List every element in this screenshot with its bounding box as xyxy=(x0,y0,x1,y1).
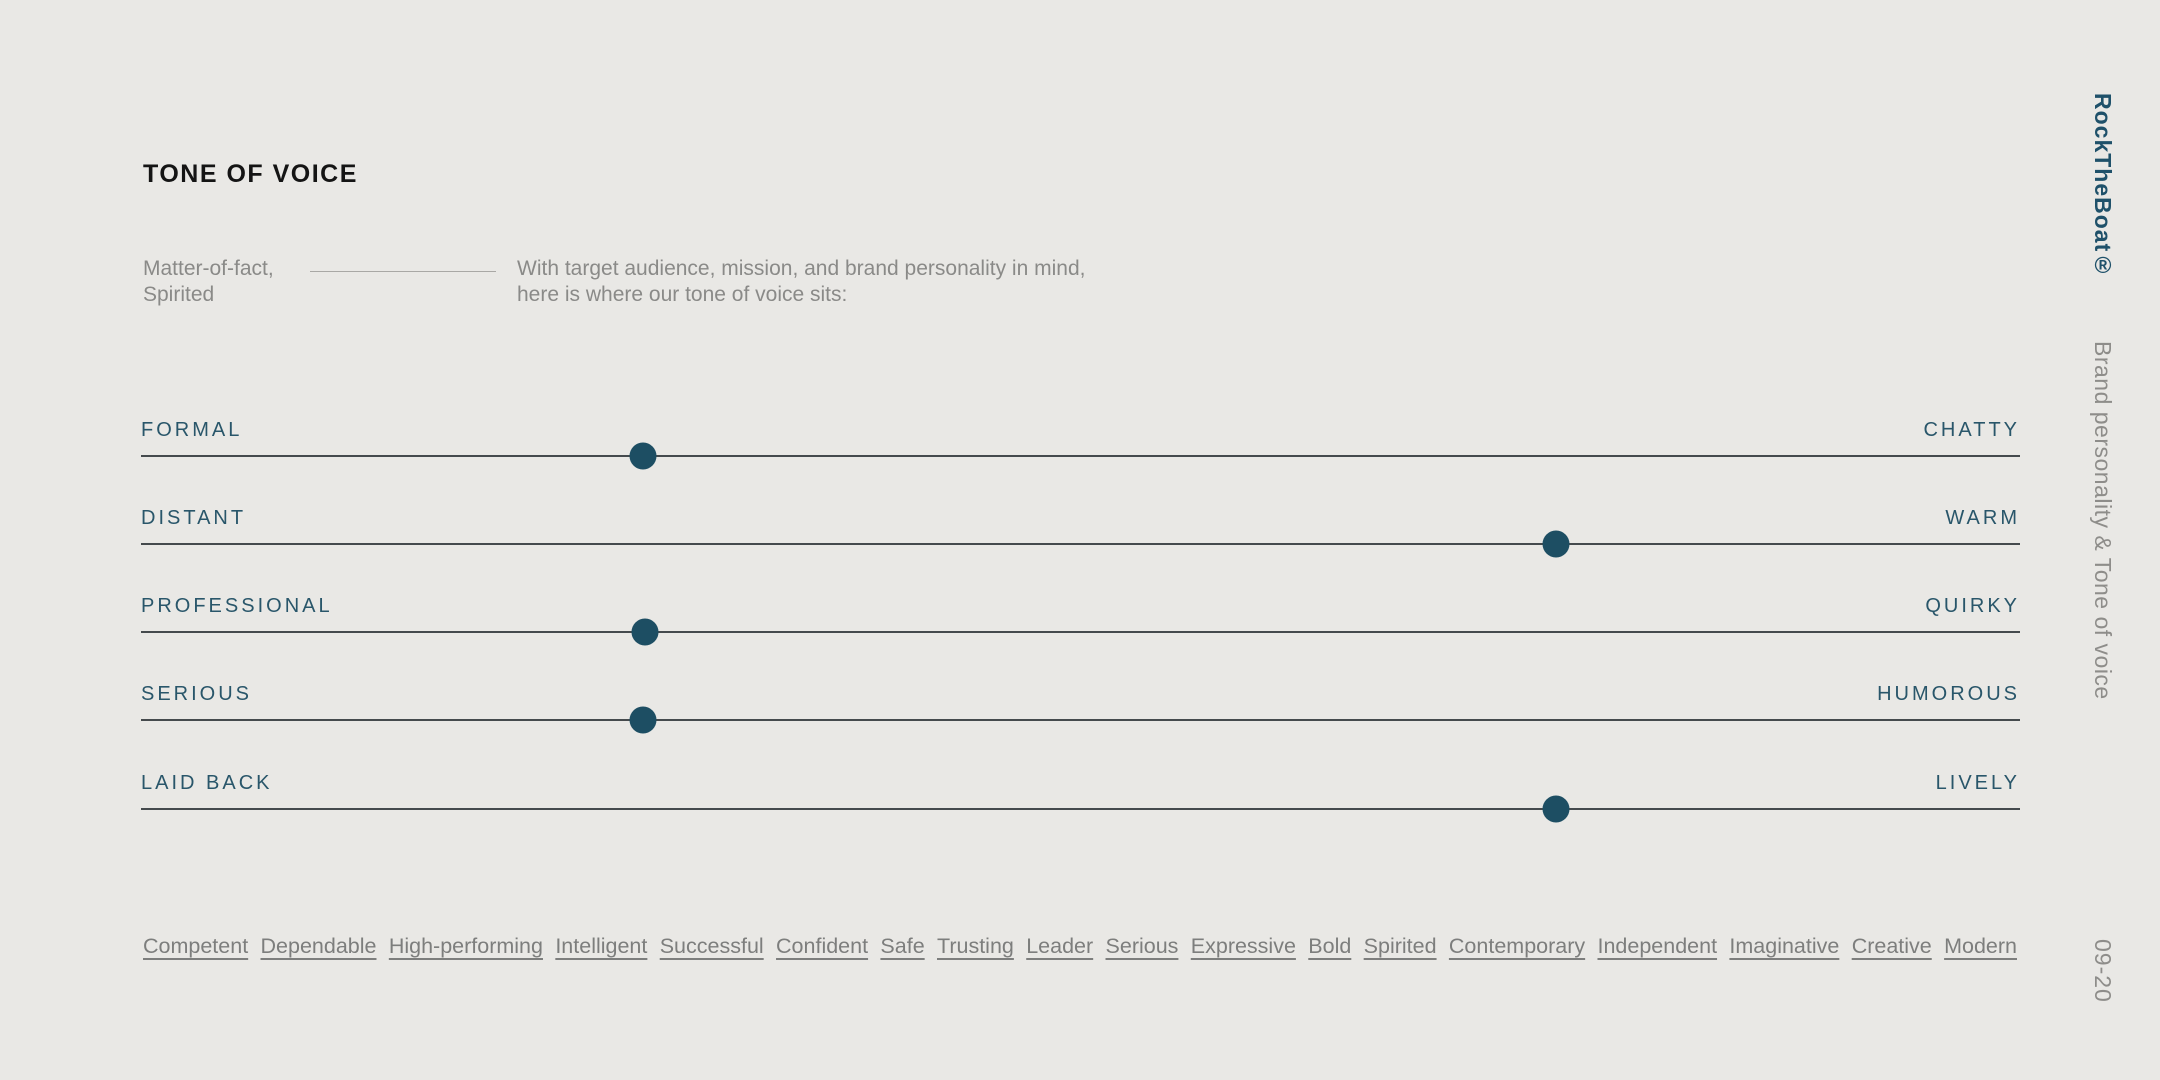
intro-label-line2: Spirited xyxy=(143,283,215,306)
page-title: TONE OF VOICE xyxy=(143,160,358,188)
slider-track xyxy=(141,618,2020,646)
tone-slider-laidback-lively: LAID BACK LIVELY xyxy=(141,771,2020,823)
trait-word: Expressive xyxy=(1190,934,1296,958)
trait-word: Imaginative xyxy=(1729,934,1840,958)
sidebar-section-title: Brand personality & Tone of voice xyxy=(2090,341,2116,700)
slider-dot xyxy=(631,618,659,646)
tone-slider-distant-warm: DISTANT WARM xyxy=(141,506,2020,558)
slider-right-label: QUIRKY xyxy=(1925,595,2020,617)
slider-labels: FORMAL CHATTY xyxy=(141,418,2020,442)
slider-left-label: SERIOUS xyxy=(141,683,253,705)
page-number: 09-20 xyxy=(2090,939,2116,1003)
slider-right-label: HUMOROUS xyxy=(1877,683,2020,705)
slider-dot xyxy=(629,442,657,470)
trait-word: Trusting xyxy=(937,934,1014,958)
intro-text-line2: here is where our tone of voice sits: xyxy=(517,283,848,306)
slider-dot xyxy=(1542,795,1570,823)
slider-labels: LAID BACK LIVELY xyxy=(141,771,2020,795)
connector-line xyxy=(310,271,496,272)
intro-text-line1: With target audience, mission, and brand… xyxy=(517,257,1086,280)
slider-track xyxy=(141,530,2020,558)
trait-word: Successful xyxy=(659,934,764,958)
intro-text: With target audience, mission, and brand… xyxy=(517,256,1085,308)
intro-label: Matter-of-fact, Spirited xyxy=(143,256,274,308)
trait-word: Bold xyxy=(1308,934,1352,958)
trait-word: Safe xyxy=(880,934,925,958)
tone-slider-professional-quirky: PROFESSIONAL QUIRKY xyxy=(141,594,2020,646)
slider-left-label: LAID BACK xyxy=(141,772,273,794)
trait-word-list: Competent Dependable High-performing Intell… xyxy=(143,934,2017,959)
slider-track xyxy=(141,795,2020,823)
slider-dot xyxy=(1542,530,1570,558)
slider-track xyxy=(141,706,2020,734)
trait-word: Intelligent xyxy=(555,934,648,958)
trait-word: Competent xyxy=(143,934,249,958)
slider-labels: DISTANT WARM xyxy=(141,506,2020,530)
intro-label-line1: Matter-of-fact, xyxy=(143,257,274,280)
slider-right-label: CHATTY xyxy=(1923,419,2020,441)
trait-word: Contemporary xyxy=(1448,934,1586,958)
tone-slider-serious-humorous: SERIOUS HUMOROUS xyxy=(141,682,2020,734)
slider-labels: SERIOUS HUMOROUS xyxy=(141,682,2020,706)
trait-word: Spirited xyxy=(1363,934,1437,958)
slider-left-label: DISTANT xyxy=(141,507,247,529)
brand-logo: RockTheBoat® xyxy=(2090,93,2116,280)
slider-dot xyxy=(629,706,657,734)
trait-word: Modern xyxy=(1944,934,2017,958)
trait-word: Dependable xyxy=(260,934,377,958)
slider-left-label: FORMAL xyxy=(141,419,243,441)
trait-word: Creative xyxy=(1851,934,1932,958)
trait-word: Independent xyxy=(1597,934,1718,958)
trait-word: Serious xyxy=(1105,934,1179,958)
slider-track xyxy=(141,442,2020,470)
slider-right-label: WARM xyxy=(1945,507,2020,529)
slider-left-label: PROFESSIONAL xyxy=(141,595,333,617)
slider-labels: PROFESSIONAL QUIRKY xyxy=(141,594,2020,618)
trait-word: Confident xyxy=(776,934,869,958)
trait-word: Leader xyxy=(1026,934,1094,958)
trait-word: High-performing xyxy=(388,934,543,958)
tone-slider-formal-chatty: FORMAL CHATTY xyxy=(141,418,2020,470)
slider-right-label: LIVELY xyxy=(1935,772,2020,794)
